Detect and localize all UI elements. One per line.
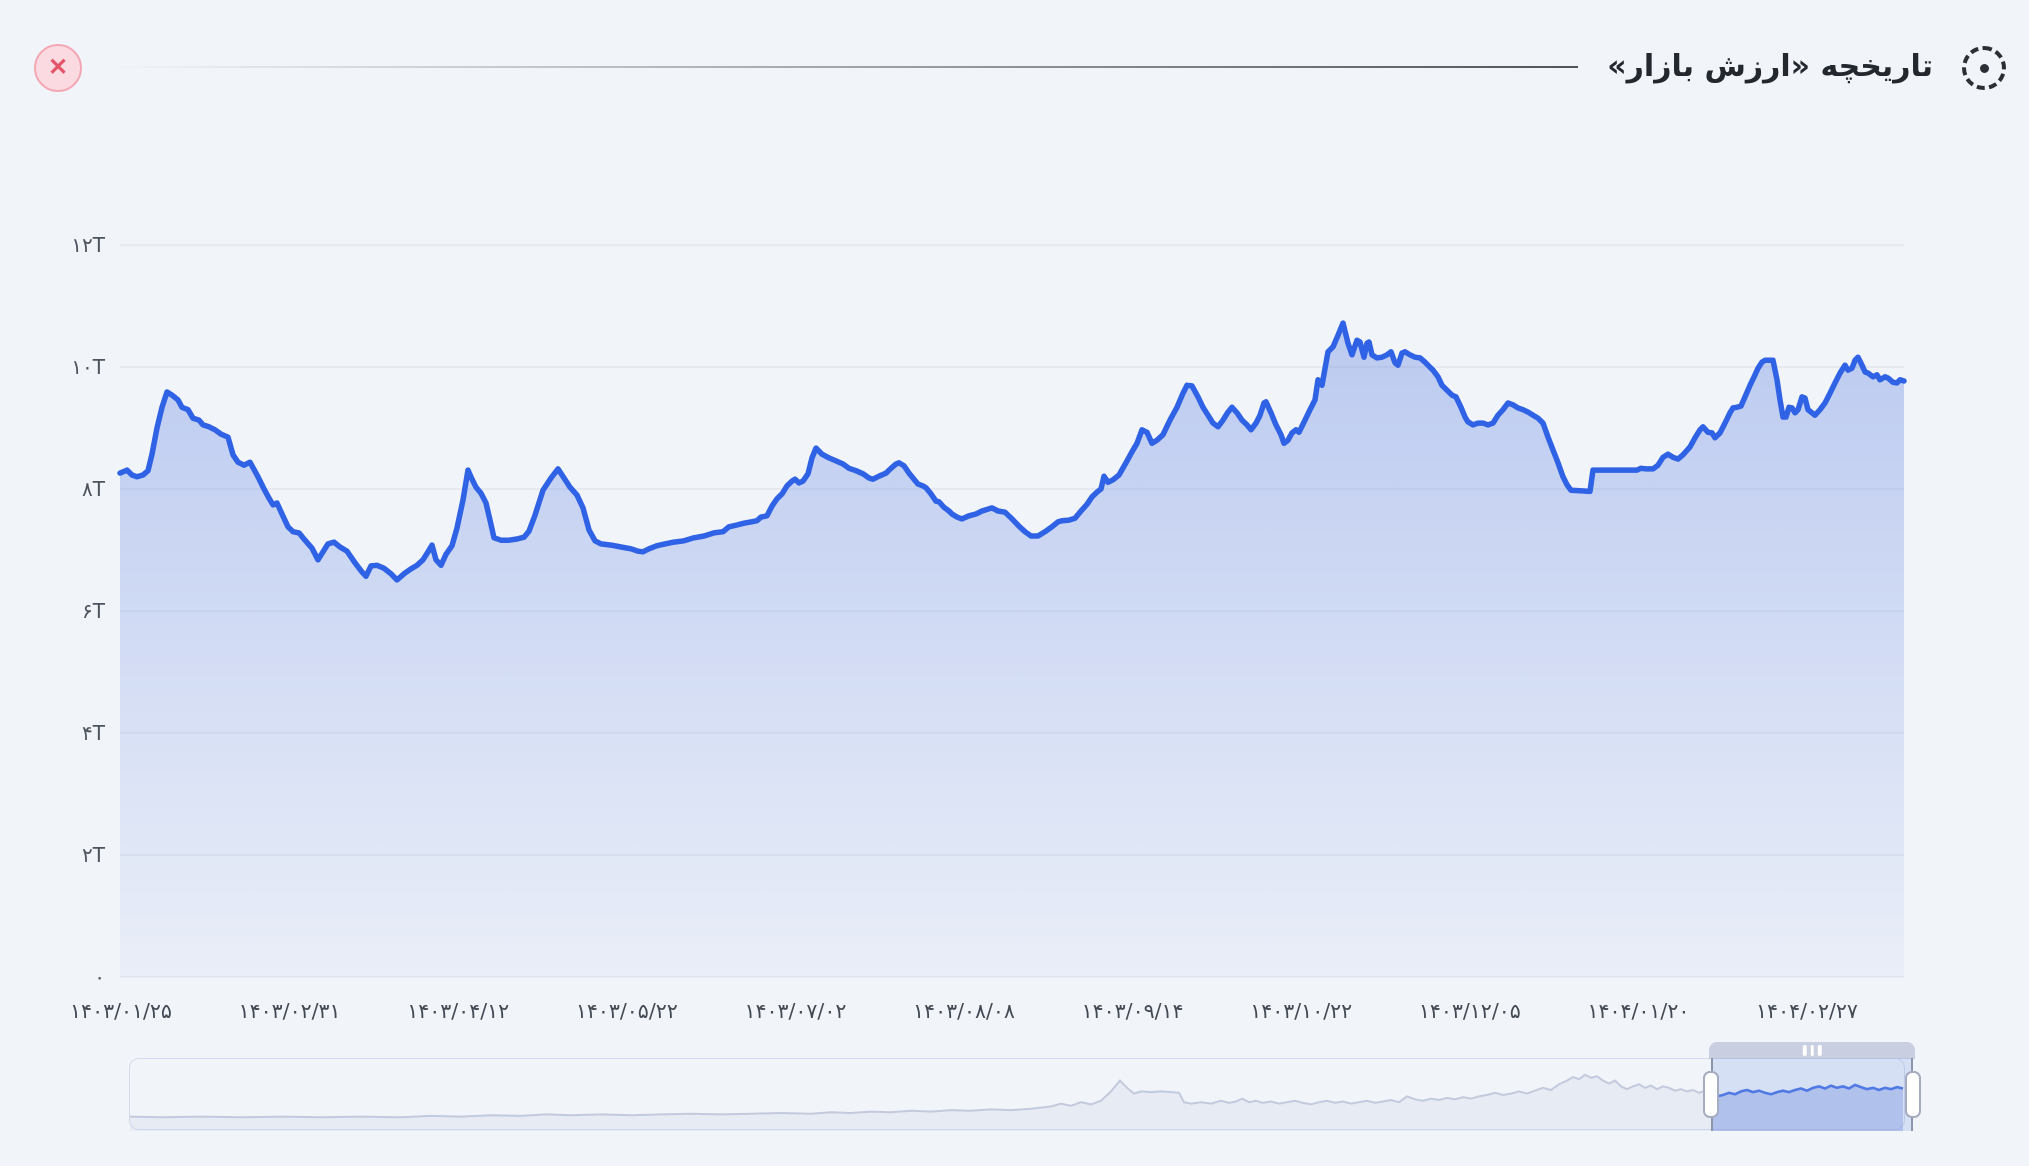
navigator-left-handle[interactable]: [1703, 1070, 1719, 1118]
y-tick-label: ۴T: [82, 721, 105, 745]
dashed-circle-dot-icon: [1962, 46, 2006, 90]
range-navigator[interactable]: [129, 1042, 1921, 1131]
navigator-right-handle[interactable]: [1905, 1070, 1921, 1118]
x-tick-label: ۱۴۰۳/۱۰/۲۲: [1250, 999, 1353, 1023]
grip-icon[interactable]: [1802, 1045, 1822, 1056]
navigator-sparkline: [129, 1073, 1904, 1131]
sparkline-selected-fill: [1711, 1084, 1903, 1131]
navigator-selection-drag-bar[interactable]: [1709, 1042, 1915, 1059]
x-tick-label: ۱۴۰۳/۰۸/۰۸: [913, 999, 1015, 1023]
x-tick-label: ۱۴۰۳/۰۱/۲۵: [70, 999, 172, 1023]
x-tick-label: ۱۴۰۴/۰۲/۲۷: [1756, 999, 1858, 1023]
y-tick-label: ۲T: [82, 843, 105, 867]
x-tick-label: ۱۴۰۳/۰۲/۳۱: [238, 999, 341, 1023]
y-tick-label: ۶T: [82, 599, 105, 623]
x-tick-label: ۱۴۰۳/۰۹/۱۴: [1081, 999, 1184, 1023]
close-button[interactable]: ✕: [34, 44, 82, 92]
x-tick-label: ۱۴۰۴/۰۱/۲۰: [1587, 999, 1690, 1023]
page-title: تاریخچه «ارزش بازار»: [1607, 49, 1933, 84]
series-line: [117, 320, 1907, 583]
x-tick-label: ۱۴۰۳/۰۴/۱۲: [407, 999, 510, 1023]
x-tick-label: ۱۴۰۳/۰۷/۰۲: [744, 999, 847, 1023]
y-tick-label: ۰: [94, 965, 105, 989]
y-tick-label: ۱۰T: [71, 355, 105, 379]
sparkline-selected-line: [1711, 1083, 1904, 1098]
area-fill: [120, 323, 1904, 978]
header-divider: [110, 66, 1578, 68]
y-tick-label: ۱۲T: [71, 233, 105, 257]
y-tick-label: ۸T: [82, 477, 105, 501]
x-tick-label: ۱۴۰۳/۱۲/۰۵: [1418, 999, 1521, 1023]
navigator-selected-range[interactable]: [1711, 1058, 1913, 1131]
sparkline-fill: [130, 1074, 1903, 1131]
x-tick-label: ۱۴۰۳/۰۵/۲۲: [575, 999, 678, 1023]
